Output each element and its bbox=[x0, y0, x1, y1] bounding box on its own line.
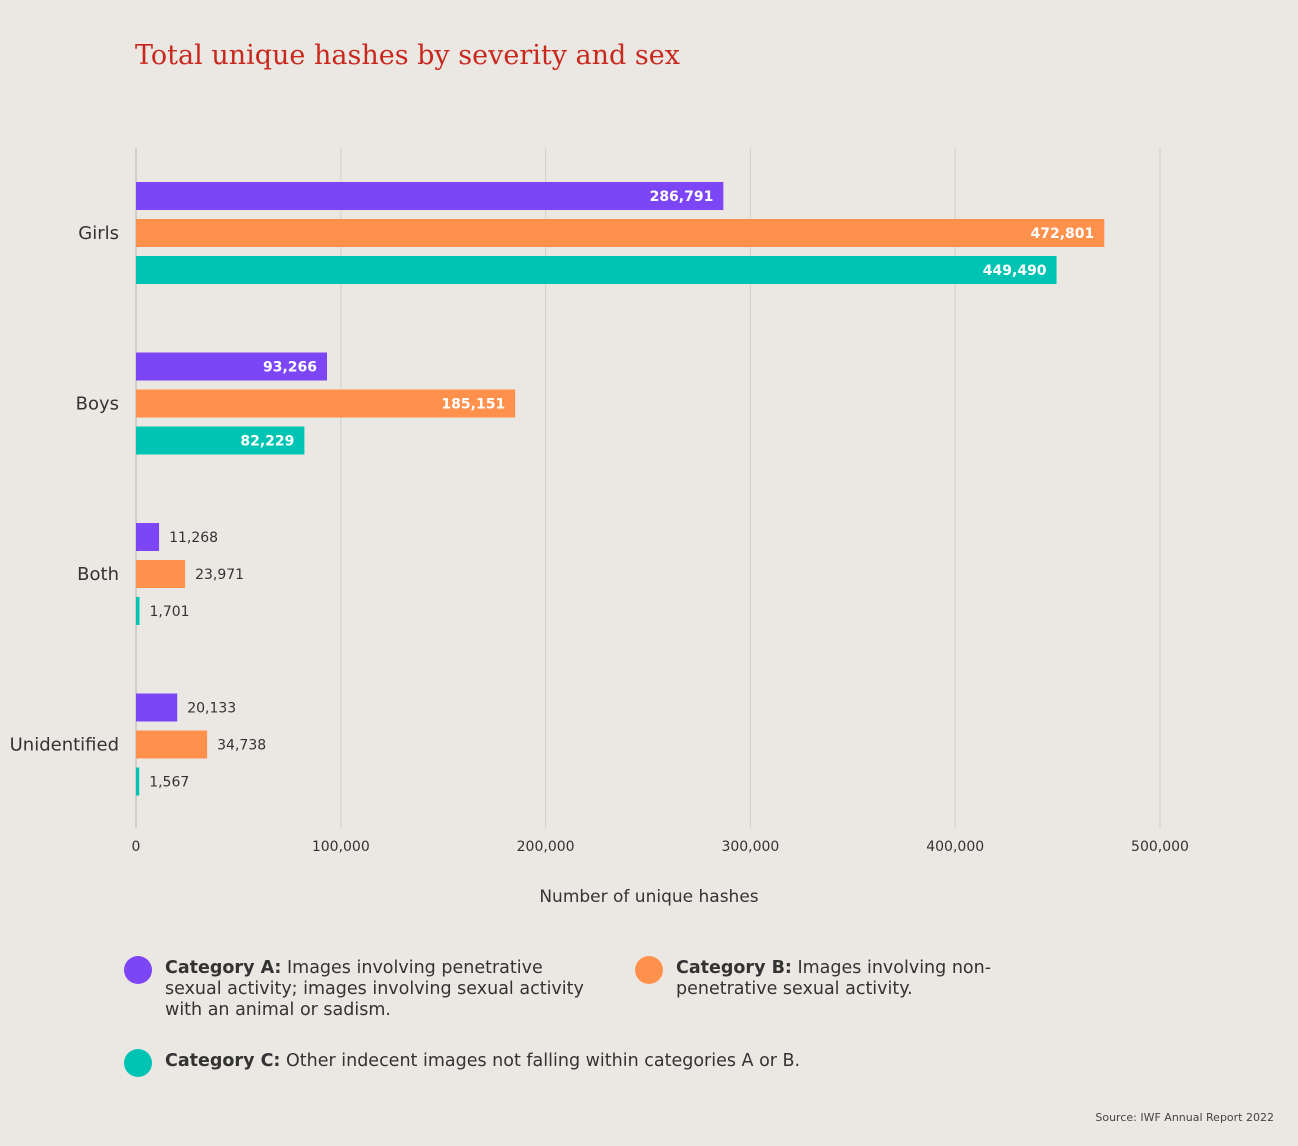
legend-desc-a: Images involving penetrative sexual acti… bbox=[165, 958, 584, 1020]
data-label-boys-b: 185,151 bbox=[441, 397, 505, 413]
bar-chart: 0 100,000 200,000 300,000 400,000 500,000 Numb… bbox=[10, 148, 1189, 907]
data-label-both-b: 23,971 bbox=[195, 567, 244, 583]
bar-girls-b bbox=[136, 219, 1105, 247]
bar-girls-c bbox=[136, 256, 1057, 284]
source-note: Source: IWF Annual Report 2022 bbox=[1095, 1111, 1274, 1124]
category-label-unidentified: Unidentified bbox=[10, 735, 119, 756]
data-label-girls-b: 472,801 bbox=[1031, 226, 1095, 242]
x-tick-label-1: 100,000 bbox=[312, 839, 370, 855]
bar-boys-a bbox=[136, 352, 328, 381]
bar-girls-a bbox=[136, 182, 724, 210]
x-tick-label-4: 400,000 bbox=[926, 839, 984, 855]
x-tick-label-3: 300,000 bbox=[721, 839, 779, 855]
legend-swatch-a bbox=[124, 956, 152, 984]
bar-boys-c bbox=[136, 426, 305, 455]
data-label-boys-a: 93,266 bbox=[263, 360, 317, 376]
data-label-unidentified-c: 1,567 bbox=[149, 775, 189, 791]
legend-desc-b: Images involving non-penetrative sexual … bbox=[676, 958, 992, 999]
data-label-girls-a: 286,791 bbox=[650, 189, 714, 205]
data-label-girls-c: 449,490 bbox=[983, 263, 1047, 279]
legend-category-c: Category C: Other indecent images not fa… bbox=[124, 1049, 924, 1077]
category-label-both: Both bbox=[77, 564, 119, 585]
data-label-unidentified-b: 34,738 bbox=[217, 738, 266, 754]
bar-unidentified-b bbox=[136, 730, 208, 759]
legend-swatch-b bbox=[635, 956, 663, 984]
category-label-girls: Girls bbox=[78, 223, 119, 244]
legend-swatch-c bbox=[124, 1049, 152, 1077]
bar-both-a bbox=[136, 523, 160, 551]
bar-both-b bbox=[136, 560, 186, 588]
bar-boys-b bbox=[136, 389, 516, 418]
data-label-boys-c: 82,229 bbox=[240, 434, 294, 450]
x-tick-label-0: 0 bbox=[132, 839, 141, 855]
data-label-both-c: 1,701 bbox=[149, 604, 189, 620]
data-label-unidentified-a: 20,133 bbox=[187, 701, 236, 717]
category-label-boys: Boys bbox=[76, 394, 119, 415]
chart-title: Total unique hashes by severity and sex bbox=[135, 40, 680, 71]
legend-key-a: Category A: bbox=[165, 958, 282, 978]
bar-both-c bbox=[136, 597, 140, 625]
legend-key-b: Category B: bbox=[676, 958, 792, 978]
bar-unidentified-c bbox=[136, 767, 140, 796]
legend-desc-c: Other indecent images not falling within… bbox=[280, 1051, 801, 1071]
legend-key-c: Category C: bbox=[165, 1051, 281, 1071]
x-tick-label-5: 500,000 bbox=[1131, 839, 1189, 855]
legend-category-b: Category B: Images involving non-penetra… bbox=[635, 956, 1075, 1000]
legend-category-a: Category A: Images involving penetrative… bbox=[124, 956, 584, 1021]
data-label-both-a: 11,268 bbox=[169, 530, 218, 546]
x-tick-label-2: 200,000 bbox=[517, 839, 575, 855]
bar-unidentified-a bbox=[136, 693, 178, 722]
x-axis-label: Number of unique hashes bbox=[539, 887, 758, 907]
